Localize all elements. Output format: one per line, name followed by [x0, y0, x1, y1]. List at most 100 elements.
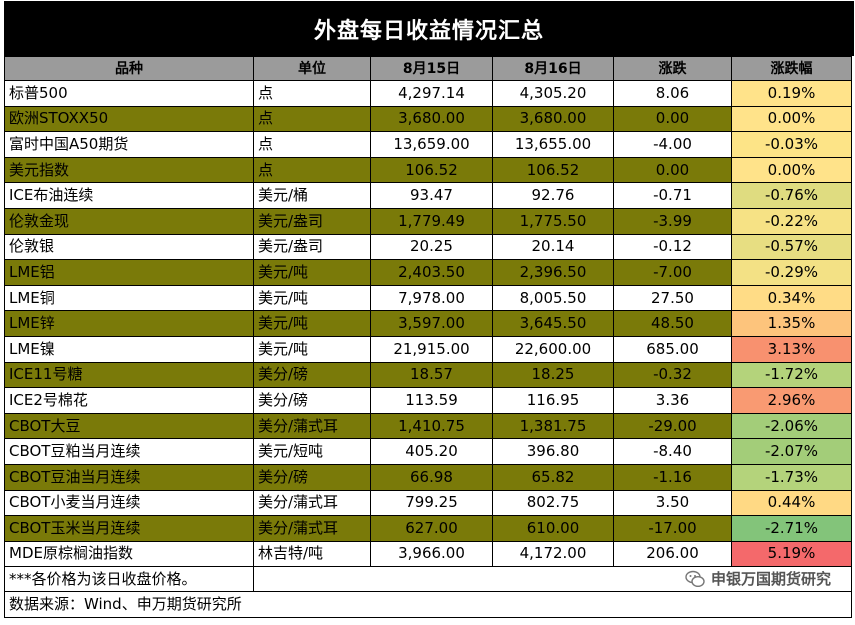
cell-change: -29.00 [613, 412, 732, 440]
cell-unit: 美元/吨 [253, 310, 371, 337]
header-cell-date1: 8月15日 [370, 56, 493, 81]
cell-change: 3.36 [613, 387, 732, 414]
table-row: CBOT豆粕当月连续 美元/短吨 405.20 396.80 -8.40 -2.07% [4, 438, 852, 465]
cell-date1-value: 93.47 [370, 182, 493, 209]
cell-unit: 点 [253, 156, 371, 184]
cell-date1-value: 3,966.00 [370, 540, 493, 568]
cell-date2-value: 1,381.75 [492, 412, 614, 440]
footnote-row: ***各价格为该日收盘价格。 申银万国期货研究 [4, 566, 852, 593]
cell-date2-value: 396.80 [492, 438, 614, 465]
cell-date2-value: 22,600.00 [492, 335, 614, 363]
cell-change: -0.12 [613, 233, 732, 261]
footnote-text: ***各价格为该日收盘价格。 [4, 566, 254, 593]
cell-variety: 标普500 [4, 80, 254, 107]
cell-change-pct: 0.34% [731, 284, 852, 312]
cell-variety: 富时中国A50期货 [4, 131, 254, 158]
table-row: 伦敦银 美元/盎司 20.25 20.14 -0.12 -0.57% [4, 233, 852, 261]
cell-unit: 美元/吨 [253, 335, 371, 363]
cell-date1-value: 66.98 [370, 463, 493, 491]
cell-date2-value: 3,645.50 [492, 310, 614, 337]
cell-unit: 美元/桶 [253, 182, 371, 209]
cell-change-pct: -1.72% [731, 361, 852, 389]
cell-date2-value: 106.52 [492, 156, 614, 184]
table-row: CBOT玉米当月连续 美分/蒲式耳 627.00 610.00 -17.00 -2.71% [4, 515, 852, 542]
cell-variety: CBOT玉米当月连续 [4, 515, 254, 542]
cell-change-pct: -2.07% [731, 438, 852, 465]
cell-variety: CBOT豆粕当月连续 [4, 438, 254, 465]
cell-date1-value: 1,410.75 [370, 412, 493, 440]
table-row: 美元指数点 106.52 106.52 0.00 0.00% [4, 156, 852, 184]
cell-unit: 美分/蒲式耳 [253, 412, 371, 440]
table-title: 外盘每日收益情况汇总 [4, 1, 854, 56]
cell-date1-value: 21,915.00 [370, 335, 493, 363]
cell-date1-value: 113.59 [370, 387, 493, 414]
cell-unit: 美分/蒲式耳 [253, 489, 371, 517]
table-row: 欧洲STOXX50 点 3,680.00 3,680.00 0.00 0.00% [4, 105, 852, 133]
cell-change-pct: 5.19% [731, 540, 852, 568]
cell-date2-value: 3,680.00 [492, 105, 614, 133]
table-row: 伦敦金现 美元/盎司 1,779.49 1,775.50 -3.99 -0.22% [4, 207, 852, 235]
cell-variety: LME镍 [4, 335, 254, 363]
cell-unit: 美元/盎司 [253, 233, 371, 261]
table-row: LME镍 美元/吨 21,915.00 22,600.00 685.00 3.13% [4, 335, 852, 363]
cell-unit: 美分/磅 [253, 361, 371, 389]
cell-change: 48.50 [613, 310, 732, 337]
cell-change-pct: -2.71% [731, 515, 852, 542]
cell-date1-value: 3,680.00 [370, 105, 493, 133]
cell-date1-value: 7,978.00 [370, 284, 493, 312]
cell-variety: 美元指数 [4, 156, 254, 184]
cell-date2-value: 20.14 [492, 233, 614, 261]
cell-date1-value: 405.20 [370, 438, 493, 465]
header-cell-change-pct: 涨跌幅 [731, 56, 852, 81]
table-row: LME铜 美元/吨 7,978.00 8,005.50 27.50 0.34% [4, 284, 852, 312]
cell-change: 0.00 [613, 105, 732, 133]
cell-date1-value: 1,779.49 [370, 207, 493, 235]
cell-change: -17.00 [613, 515, 732, 542]
cell-change-pct: 0.44% [731, 489, 852, 517]
cell-variety: ICE2号棉花 [4, 387, 254, 414]
cell-unit: 点 [253, 80, 371, 107]
table-row: CBOT大豆 美分/蒲式耳 1,410.75 1,381.75 -29.00 -2.06% [4, 412, 852, 440]
cell-change-pct: 0.19% [731, 80, 852, 107]
cell-change: 685.00 [613, 335, 732, 363]
header-row: 品种 单位 8月15日 8月16日 涨跌 涨跌幅 [4, 56, 852, 81]
cell-variety: 伦敦银 [4, 233, 254, 261]
cell-change: -1.16 [613, 463, 732, 491]
cell-date2-value: 4,305.20 [492, 80, 614, 107]
source-row: 数据来源：Wind、申万期货研究所 [4, 591, 852, 619]
cell-variety: CBOT豆油当月连续 [4, 463, 254, 491]
cell-date2-value: 610.00 [492, 515, 614, 542]
cell-variety: CBOT大豆 [4, 412, 254, 440]
cell-date2-value: 4,172.00 [492, 540, 614, 568]
cell-variety: 欧洲STOXX50 [4, 105, 254, 133]
table-row: 标普500 点 4,297.14 4,305.20 8.06 0.19% [4, 80, 852, 107]
cell-unit: 美分/蒲式耳 [253, 515, 371, 542]
cell-change: -0.32 [613, 361, 732, 389]
header-cell-change: 涨跌 [613, 56, 732, 81]
cell-date2-value: 18.25 [492, 361, 614, 389]
table-row: 富时中国A50期货点 13,659.00 13,655.00 -4.00 -0.03% [4, 131, 852, 158]
cell-unit: 点 [253, 131, 371, 158]
cell-change: -7.00 [613, 259, 732, 286]
cell-unit: 林吉特/吨 [253, 540, 371, 568]
cell-unit: 美元/盎司 [253, 207, 371, 235]
cell-change-pct: -1.73% [731, 463, 852, 491]
table-row: ICE布油连续 美元/桶 93.47 92.76 -0.71 -0.76% [4, 182, 852, 209]
cell-change-pct: -0.57% [731, 233, 852, 261]
cell-unit: 美分/磅 [253, 387, 371, 414]
header-cell-unit: 单位 [253, 56, 371, 81]
cell-variety: ICE11号糖 [4, 361, 254, 389]
cell-date2-value: 13,655.00 [492, 131, 614, 158]
cell-date1-value: 627.00 [370, 515, 493, 542]
cell-variety: MDE原棕榈油指数 [4, 540, 254, 568]
cell-variety: ICE布油连续 [4, 182, 254, 209]
cell-change-pct: -0.03% [731, 131, 852, 158]
cell-variety: 伦敦金现 [4, 207, 254, 235]
cell-change-pct: -0.22% [731, 207, 852, 235]
cell-date2-value: 1,775.50 [492, 207, 614, 235]
cell-change-pct: -0.76% [731, 182, 852, 209]
report-panel: 外盘每日收益情况汇总 品种 单位 8月15日 8月16日 涨跌 涨跌幅 标普50… [4, 1, 854, 623]
cell-date1-value: 18.57 [370, 361, 493, 389]
cell-change: 27.50 [613, 284, 732, 312]
cell-unit: 点 [253, 105, 371, 133]
